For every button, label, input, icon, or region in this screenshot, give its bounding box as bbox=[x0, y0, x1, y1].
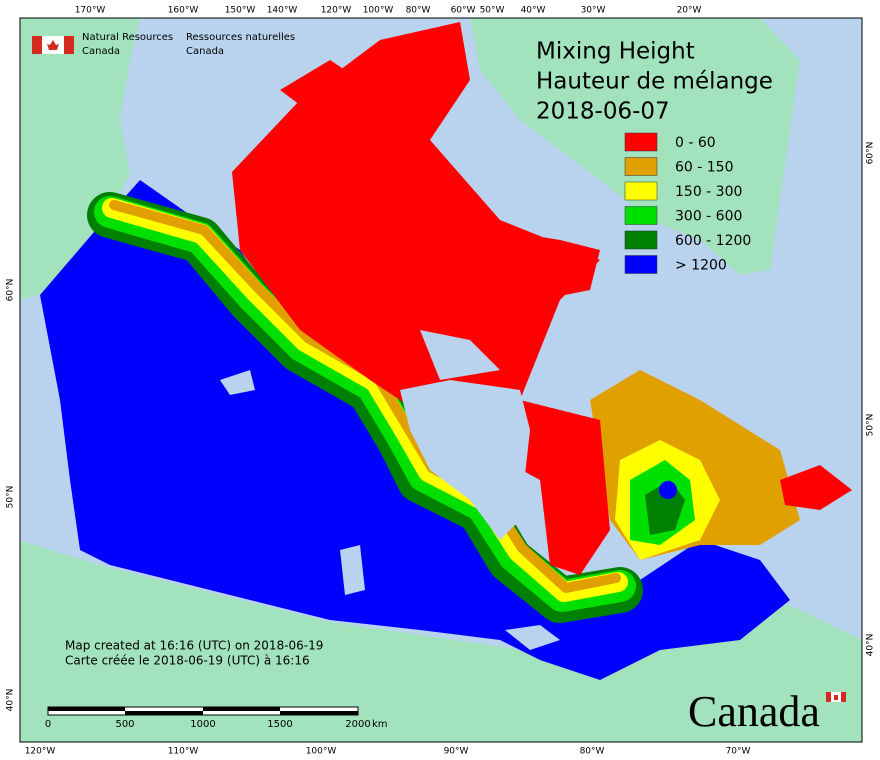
graticule-label: 140°W bbox=[267, 6, 298, 16]
graticule-label: 60°N bbox=[6, 279, 16, 302]
org-name: Ressources naturelles bbox=[186, 32, 295, 43]
island bbox=[280, 60, 360, 120]
legend-label: 600 - 1200 bbox=[675, 233, 751, 249]
graticule-label: 80°W bbox=[406, 6, 431, 16]
legend-swatch bbox=[624, 206, 658, 225]
org-name: Natural Resources bbox=[82, 32, 173, 43]
scale-label: 0 bbox=[45, 719, 51, 730]
graticule-label: 30°W bbox=[581, 6, 606, 16]
title: 2018-06-07 bbox=[536, 99, 670, 125]
hudson-bay bbox=[400, 380, 530, 540]
newfoundland bbox=[780, 465, 852, 510]
graticule-label: 20°W bbox=[677, 6, 702, 16]
quebec-blue bbox=[659, 481, 677, 499]
scale-unit: km bbox=[372, 719, 388, 730]
graticule-label: 60°N bbox=[866, 142, 876, 165]
graticule-label: 170°W bbox=[75, 6, 106, 16]
title: Hauteur de mélange bbox=[536, 69, 773, 95]
legend-label: 300 - 600 bbox=[675, 209, 742, 225]
scale-bar bbox=[47, 706, 359, 716]
graticule-label: 90°W bbox=[444, 747, 469, 757]
legend-swatch bbox=[624, 181, 658, 201]
legend-label: > 1200 bbox=[675, 258, 727, 274]
legend-label: 0 - 60 bbox=[675, 135, 716, 151]
graticule-label: 110°W bbox=[168, 747, 199, 757]
graticule-label: 70°W bbox=[726, 747, 751, 757]
wordmark: Canada bbox=[688, 687, 820, 736]
org-name: Canada bbox=[186, 46, 224, 57]
scale-label: 2000 bbox=[345, 719, 370, 730]
lake bbox=[220, 370, 255, 395]
bands bbox=[87, 192, 643, 623]
footer-note: Carte créée le 2018-06-19 (UTC) à 16:16 bbox=[65, 654, 310, 668]
graticule-label: 40°N bbox=[6, 689, 16, 712]
graticule-label: 40°N bbox=[866, 634, 876, 657]
legend-swatch bbox=[624, 157, 658, 176]
legend-swatch bbox=[624, 255, 658, 274]
graticule-label: 150°W bbox=[225, 6, 256, 16]
lake bbox=[505, 625, 560, 650]
legend: 0 - 60 60 - 150 150 - 300 300 - 600 600 - 12… bbox=[624, 132, 751, 274]
logo bbox=[32, 36, 74, 54]
alaska bbox=[20, 18, 140, 300]
legend-label: 150 - 300 bbox=[675, 184, 742, 200]
frame bbox=[19, 17, 863, 743]
graticule-label: 50°N bbox=[866, 414, 876, 437]
scale-label: 1500 bbox=[267, 719, 292, 730]
baffin bbox=[500, 230, 600, 300]
graticule-label: 40°W bbox=[521, 6, 546, 16]
graticule-label: 50°N bbox=[6, 486, 16, 509]
legend-swatch bbox=[624, 230, 658, 250]
usa bbox=[20, 540, 862, 742]
legend-label: 60 - 150 bbox=[675, 160, 734, 176]
org-name: Canada bbox=[82, 46, 120, 57]
footer-note: Map created at 16:16 (UTC) on 2018-06-19 bbox=[65, 639, 323, 653]
graticule-label: 60°W bbox=[451, 6, 476, 16]
lake bbox=[340, 545, 365, 595]
channel bbox=[420, 330, 500, 380]
graticule-label: 160°W bbox=[168, 6, 199, 16]
graticule-label: 50°W bbox=[480, 6, 505, 16]
wordmark-flag bbox=[826, 692, 846, 702]
graticule-label: 100°W bbox=[363, 6, 394, 16]
title: Mixing Height bbox=[536, 39, 695, 65]
graticule-label: 80°W bbox=[580, 747, 605, 757]
graticule-label: 100°W bbox=[306, 747, 337, 757]
graticule-label: 120°W bbox=[321, 6, 352, 16]
scale-label: 500 bbox=[115, 719, 134, 730]
scale-label: 1000 bbox=[190, 719, 215, 730]
graticule-label: 120°W bbox=[25, 747, 56, 757]
legend-swatch bbox=[624, 132, 658, 152]
